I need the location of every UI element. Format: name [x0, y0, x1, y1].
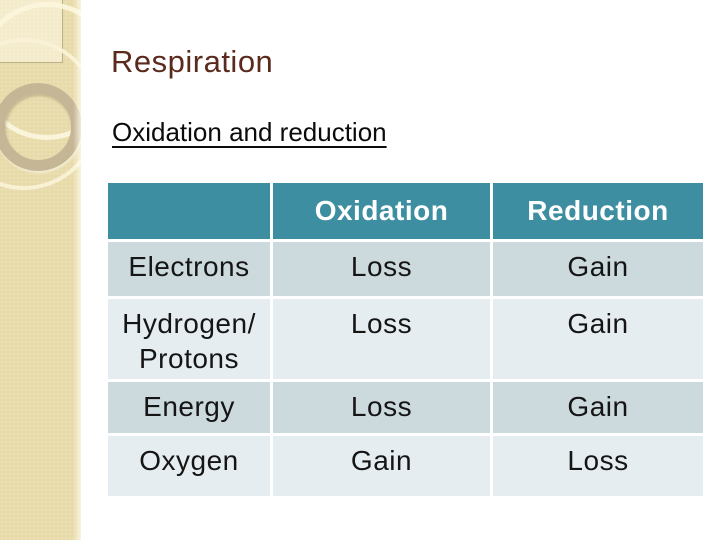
slide-subtitle: Oxidation and reduction: [112, 117, 387, 147]
header-cell-blank: [105, 180, 273, 242]
table-row: Hydrogen/ Protons Loss Gain: [105, 296, 706, 382]
reduction-value: Gain: [490, 296, 706, 382]
table-row: Energy Loss Gain: [105, 379, 706, 436]
reduction-value: Loss: [490, 433, 706, 499]
reduction-value: Gain: [490, 239, 706, 299]
slide-title: Respiration: [111, 44, 274, 79]
row-label: Oxygen: [105, 433, 273, 499]
oxidation-reduction-table: Oxidation Reduction Electrons Loss Gain …: [105, 180, 706, 499]
table-row: Oxygen Gain Loss: [105, 433, 706, 499]
header-cell-oxidation: Oxidation: [270, 180, 493, 242]
row-label: Hydrogen/ Protons: [105, 296, 273, 382]
oxidation-value: Loss: [270, 239, 493, 299]
row-label: Energy: [105, 379, 273, 436]
sidebar-edge-highlight: [73, 0, 81, 540]
oxidation-value: Loss: [270, 296, 493, 382]
oxidation-value: Gain: [270, 433, 493, 499]
decorative-circle-thin-bottom: [0, 38, 81, 190]
row-label: Electrons: [105, 239, 273, 299]
oxidation-value: Loss: [270, 379, 493, 436]
table-header-row: Oxidation Reduction: [105, 180, 706, 242]
sidebar-decoration: [0, 0, 81, 540]
header-cell-reduction: Reduction: [490, 180, 706, 242]
table-row: Electrons Loss Gain: [105, 239, 706, 299]
reduction-value: Gain: [490, 379, 706, 436]
